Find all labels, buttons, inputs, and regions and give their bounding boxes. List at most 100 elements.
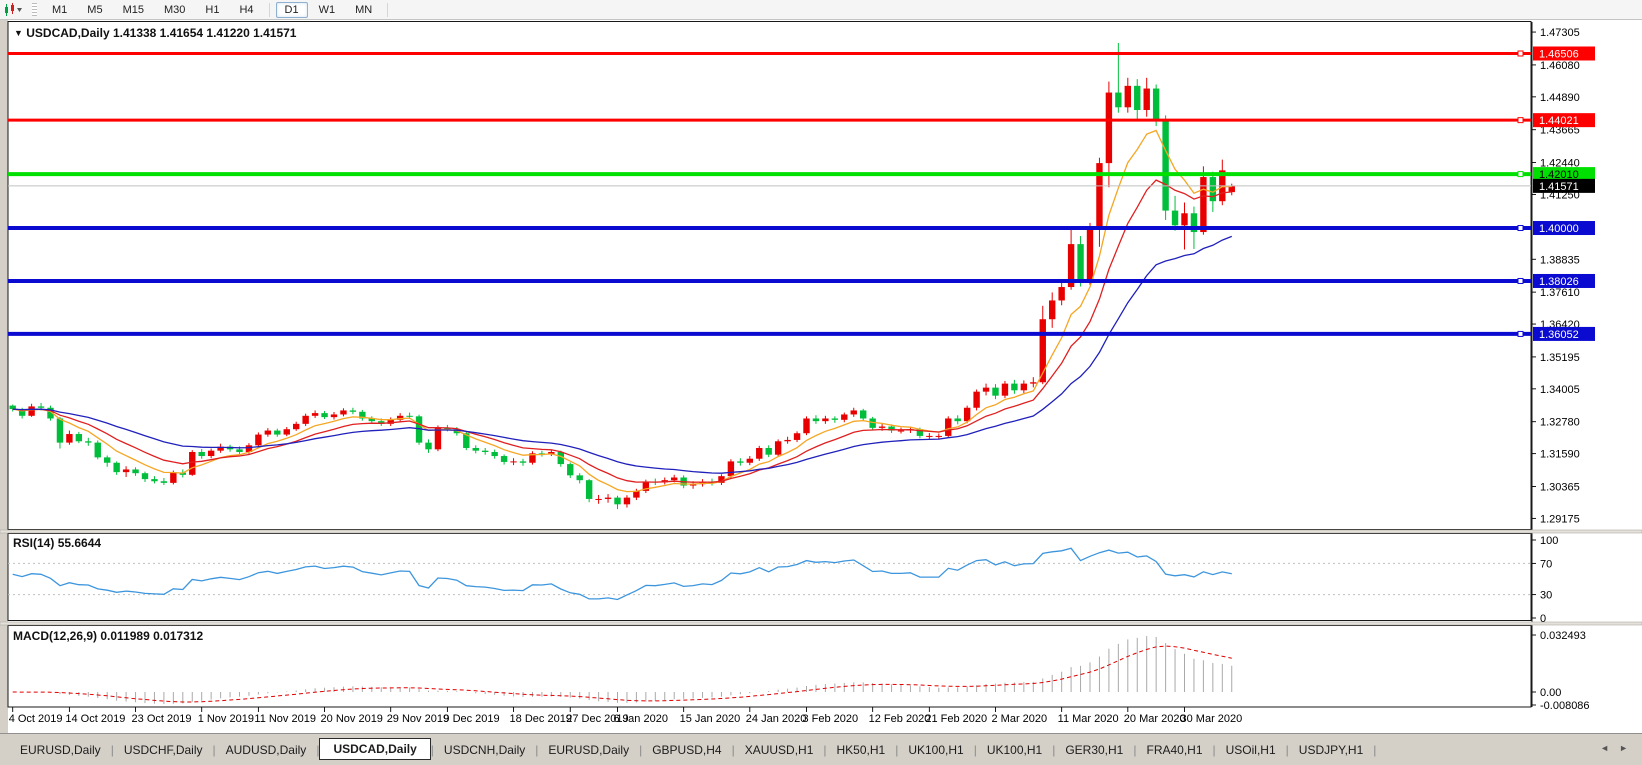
candle-body — [916, 429, 924, 436]
tab-uk100-h1[interactable]: UK100,H1 — [908, 742, 964, 757]
hline-handle[interactable] — [1517, 171, 1524, 178]
rsi-tick-label: 0 — [1540, 613, 1546, 625]
tab-usdcad-daily[interactable]: USDCAD,Daily — [319, 737, 431, 760]
tab-hk50-h1[interactable]: HK50,H1 — [836, 742, 886, 757]
price-tick-label: 1.32780 — [1540, 417, 1580, 429]
tab-usdcnh-daily[interactable]: USDCNH,Daily — [443, 742, 526, 757]
candle-body — [850, 410, 857, 415]
hline-handle[interactable] — [1517, 225, 1524, 232]
price-tick-label: 1.42440 — [1540, 158, 1580, 170]
candle-body — [784, 439, 791, 442]
hline-handle[interactable] — [1517, 117, 1524, 124]
time-axis-label: 9 Dec 2019 — [443, 713, 499, 725]
tab-usoil-h1[interactable]: USOil,H1 — [1225, 742, 1276, 757]
candle-body — [1162, 119, 1169, 211]
candle-body — [113, 462, 120, 473]
candle-body — [255, 434, 262, 446]
candle-body — [1086, 228, 1094, 282]
candle-body — [1209, 177, 1217, 202]
candle-body — [746, 458, 753, 463]
price-tick-label: 1.44890 — [1540, 92, 1580, 104]
tab-separator: | — [823, 742, 827, 757]
candle-body — [812, 418, 820, 422]
candle-body — [1001, 383, 1009, 396]
hline-handle[interactable] — [1517, 277, 1524, 284]
rsi-indicator-name: RSI(14) — [13, 536, 55, 550]
pane-splitter[interactable] — [0, 529, 1642, 534]
price-tick-label: 1.30365 — [1540, 481, 1580, 493]
candle-body — [349, 410, 357, 412]
candle-body — [406, 415, 413, 417]
candle-body — [1049, 300, 1056, 320]
tab-scroll-right-icon[interactable]: ► — [1619, 743, 1628, 753]
tab-ger30-h1[interactable]: GER30,H1 — [1065, 742, 1124, 757]
time-axis-label: 29 Nov 2019 — [387, 713, 449, 725]
hline-badge-label: 1.46506 — [1539, 48, 1579, 60]
tab-separator: | — [1285, 742, 1289, 757]
candle-body — [217, 446, 224, 451]
tf-button-m1[interactable]: M1 — [52, 3, 68, 16]
candle-body — [491, 452, 498, 457]
chart-header: ▼ USDCAD,Daily 1.41338 1.41654 1.41220 1… — [14, 26, 296, 40]
tf-button-h4[interactable]: H4 — [239, 3, 254, 16]
candle-body — [425, 442, 432, 450]
candle-body — [500, 456, 508, 462]
candle-body — [94, 442, 101, 458]
tf-button-d1[interactable]: D1 — [275, 1, 308, 18]
candle-body — [604, 497, 612, 499]
candle-body — [434, 427, 442, 450]
price-tick-label: 1.29175 — [1540, 513, 1580, 525]
price-tick-label: 1.43665 — [1540, 125, 1580, 137]
macd-indicator-values: 0.011989 0.017312 — [100, 629, 204, 643]
tab-audusd-daily[interactable]: AUDUSD,Daily — [225, 742, 307, 757]
hline-handle[interactable] — [1517, 50, 1524, 57]
candle-body — [963, 407, 971, 422]
tab-usdchf-daily[interactable]: USDCHF,Daily — [123, 742, 203, 757]
candle-body — [132, 469, 139, 474]
symbol-tab-bar: EURUSD,Daily | USDCHF,Daily | AUDUSD,Daily | U… — [0, 733, 1642, 765]
rsi-pane[interactable] — [7, 533, 1532, 621]
candle-body — [765, 447, 772, 455]
time-axis-label: 6 Jan 2020 — [614, 713, 668, 725]
chart-ohlc-values: 1.41338 1.41654 1.41220 1.41571 — [112, 26, 297, 40]
toolbar-grip[interactable] — [32, 3, 37, 16]
time-axis-label: 15 Jan 2020 — [680, 713, 741, 725]
candle-body — [803, 418, 810, 434]
tab-fra40-h1[interactable]: FRA40,H1 — [1146, 742, 1203, 757]
price-tick-label: 1.35195 — [1540, 352, 1580, 364]
chart-menu-caret-icon[interactable]: ▼ — [14, 28, 23, 38]
hline-handle[interactable] — [1517, 330, 1524, 337]
candle-body — [585, 480, 593, 499]
tab-uk100-h1[interactable]: UK100,H1 — [986, 742, 1043, 757]
time-axis-label: 21 Feb 2020 — [925, 713, 987, 725]
tab-eurusd-daily[interactable]: EURUSD,Daily — [548, 742, 630, 757]
price-tick-label: 1.31590 — [1540, 449, 1580, 461]
tab-gbpusd-h4[interactable]: GBPUSD,H4 — [652, 742, 722, 757]
tf-button-m15[interactable]: M15 — [122, 3, 144, 16]
candle-body — [311, 413, 319, 416]
candle-body — [888, 426, 895, 431]
tab-scroll-left-icon[interactable]: ◄ — [1600, 743, 1610, 753]
candle-body — [1105, 92, 1113, 164]
candle-body — [897, 430, 905, 432]
rsi-tick-label: 100 — [1540, 535, 1558, 547]
chart-type-icon[interactable] — [3, 2, 23, 17]
tab-xauusd-h1[interactable]: XAUUSD,H1 — [744, 742, 814, 757]
time-axis-label: 18 Dec 2019 — [510, 713, 572, 725]
macd-pane[interactable] — [7, 625, 1532, 708]
tab-separator: | — [895, 742, 899, 757]
price-pane[interactable] — [7, 21, 1532, 530]
pane-splitter[interactable] — [0, 621, 1642, 626]
tab-eurusd-daily[interactable]: EURUSD,Daily — [20, 742, 101, 757]
ma-line-13 — [12, 179, 1232, 483]
candle-body — [1030, 382, 1037, 384]
tf-button-mn[interactable]: MN — [355, 3, 373, 16]
tf-button-m30[interactable]: M30 — [163, 3, 186, 16]
tab-usdjpy-h1[interactable]: USDJPY,H1 — [1298, 742, 1364, 757]
tf-button-h1[interactable]: H1 — [205, 3, 220, 16]
candle-body — [718, 476, 725, 483]
tf-button-m5[interactable]: M5 — [87, 3, 103, 16]
candle-body — [623, 497, 631, 505]
tf-button-w1[interactable]: W1 — [318, 3, 336, 16]
